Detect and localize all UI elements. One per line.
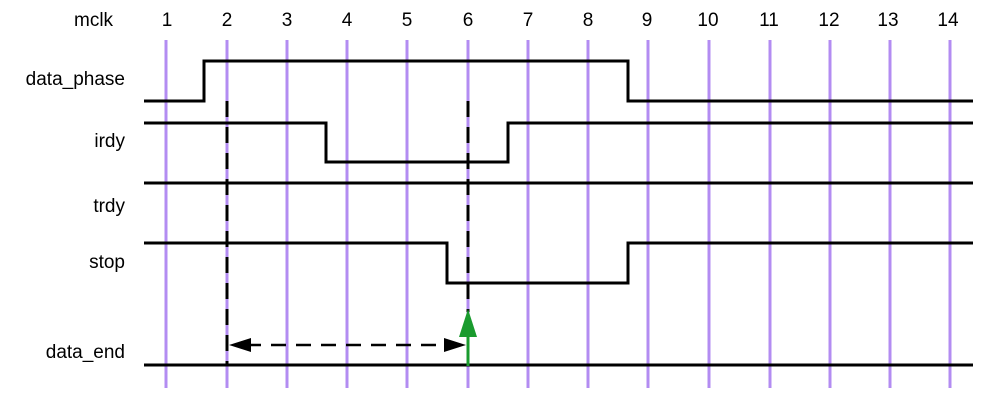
clock-label-8: 8	[583, 10, 594, 31]
waveform-irdy	[144, 121, 973, 164]
clock-label-6: 6	[463, 10, 474, 31]
signal-label-trdy: trdy	[93, 196, 125, 217]
waveform-data-phase	[144, 59, 973, 103]
span-arrow-left-head	[229, 338, 251, 352]
clock-label-3: 3	[282, 10, 293, 31]
signal-waveforms	[144, 59, 973, 367]
dashed-markers	[225, 101, 470, 366]
clock-label-13: 13	[877, 10, 898, 31]
span-arrow-right-head	[444, 338, 466, 352]
signal-label-stop: stop	[89, 252, 125, 273]
signal-labels: data_phase irdy trdy stop data_end	[26, 69, 126, 363]
signal-label-data-end: data_end	[46, 342, 125, 363]
clock-label-1: 1	[162, 10, 173, 31]
signal-label-data-phase: data_phase	[26, 69, 125, 90]
waveform-stop	[144, 241, 973, 285]
clock-label-12: 12	[818, 10, 839, 31]
clock-label-9: 9	[642, 10, 653, 31]
double-headed-arrow-icon	[229, 338, 466, 352]
clock-label-5: 5	[402, 10, 413, 31]
signal-label-irdy: irdy	[94, 131, 125, 152]
mclk-label: mclk	[74, 10, 114, 31]
clock-number-labels: 1 2 3 4 5 6 7 8 9 10 11 12 13 14	[162, 10, 959, 31]
clock-label-2: 2	[222, 10, 233, 31]
clock-label-7: 7	[523, 10, 534, 31]
clock-grid-lines	[164, 40, 952, 388]
clock-label-10: 10	[697, 10, 718, 31]
event-arrow-head	[459, 309, 477, 337]
clock-label-11: 11	[759, 10, 779, 31]
up-arrow-icon	[459, 309, 477, 366]
clock-label-14: 14	[937, 10, 959, 31]
clock-label-4: 4	[342, 10, 353, 31]
